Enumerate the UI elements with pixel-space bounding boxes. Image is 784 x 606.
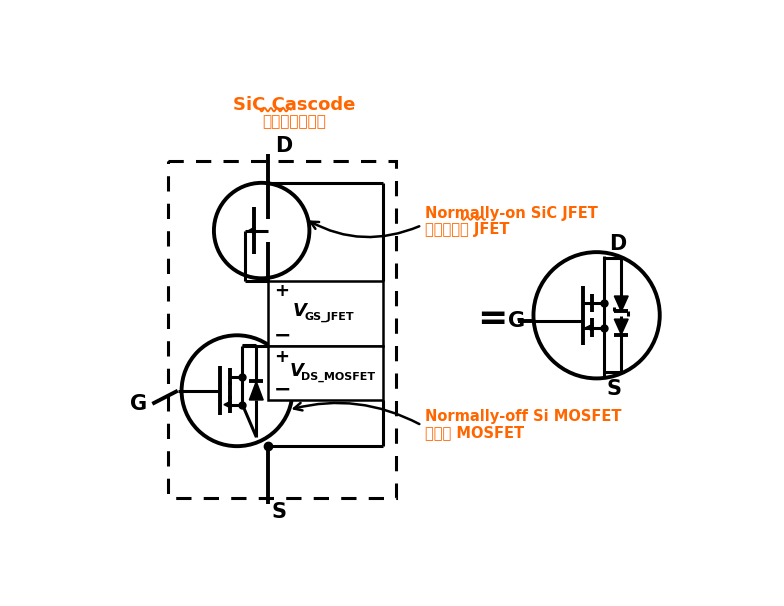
Text: D: D — [609, 235, 626, 255]
Polygon shape — [615, 319, 628, 335]
Text: =: = — [477, 302, 508, 336]
Text: 常关硬 MOSFET: 常关硬 MOSFET — [425, 425, 524, 441]
FancyArrowPatch shape — [294, 403, 419, 424]
Text: Normally-on SiC JFET: Normally-on SiC JFET — [425, 206, 597, 221]
Text: GS_JFET: GS_JFET — [304, 312, 354, 322]
Text: −: − — [274, 325, 292, 345]
Bar — [168, 161, 397, 498]
Text: V: V — [289, 362, 303, 380]
Polygon shape — [615, 296, 628, 311]
Text: SiC Cascode: SiC Cascode — [233, 96, 355, 114]
Text: Normally-off Si MOSFET: Normally-off Si MOSFET — [425, 408, 622, 424]
Bar — [268, 346, 383, 400]
Text: S: S — [606, 379, 621, 399]
Bar — [268, 281, 383, 346]
Polygon shape — [224, 401, 230, 408]
Text: 常开碳化硬 JFET: 常开碳化硬 JFET — [425, 222, 510, 238]
Text: V: V — [292, 302, 307, 320]
Text: S: S — [272, 502, 287, 522]
Text: +: + — [274, 282, 289, 301]
FancyArrowPatch shape — [310, 222, 419, 237]
Polygon shape — [249, 227, 255, 234]
Text: DS_MOSFET: DS_MOSFET — [301, 371, 375, 382]
Text: −: − — [274, 379, 292, 399]
Text: 碳化硬共源共栅: 碳化硬共源共栅 — [262, 115, 326, 130]
Text: +: + — [274, 348, 289, 366]
Text: D: D — [275, 136, 292, 156]
Text: G: G — [508, 311, 525, 331]
Polygon shape — [249, 382, 263, 400]
Text: G: G — [130, 394, 147, 414]
Polygon shape — [586, 324, 593, 331]
